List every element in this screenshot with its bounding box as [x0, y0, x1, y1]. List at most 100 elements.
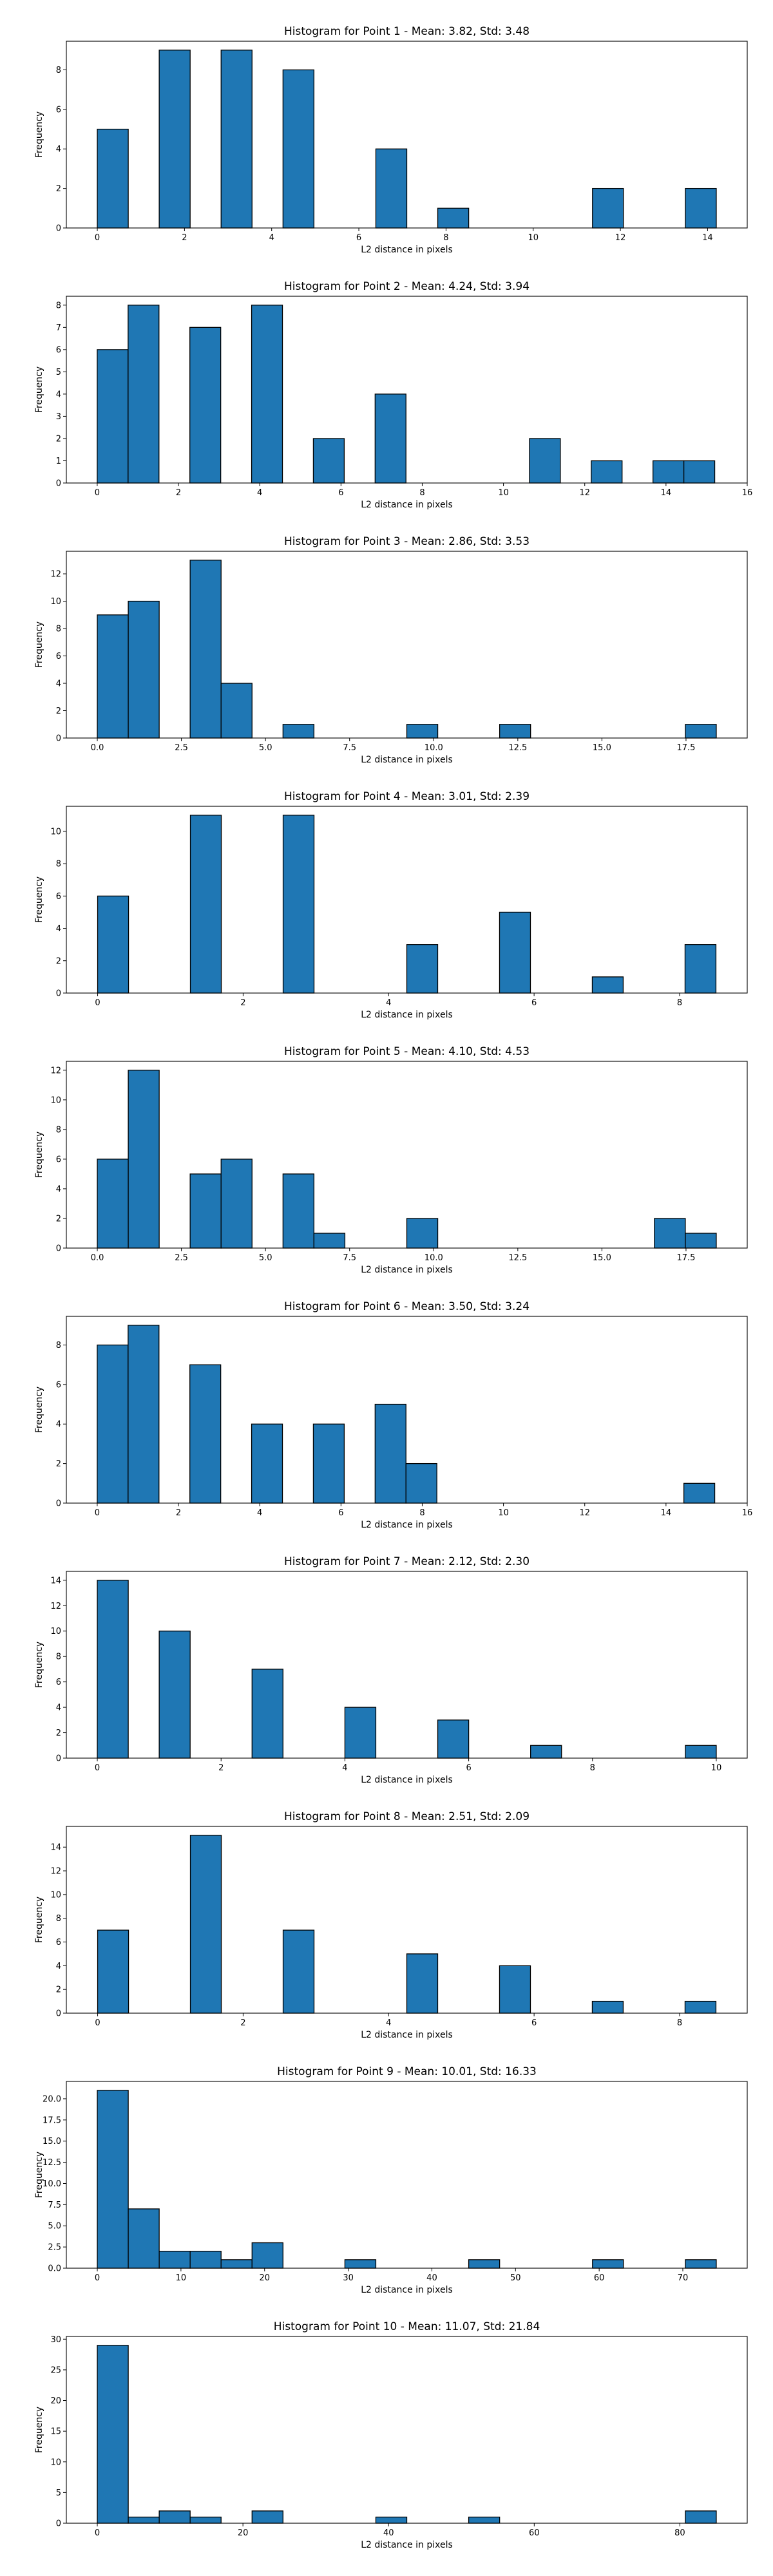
y-tick-label: 6: [56, 345, 61, 355]
x-tick-label: 2: [218, 1763, 224, 1773]
histogram-bar: [313, 1233, 346, 1249]
histogram-bar: [406, 1953, 439, 2014]
histogram-bar: [685, 1233, 717, 1249]
x-tick-label: 10: [498, 488, 509, 498]
histogram-bar: [344, 2259, 377, 2269]
x-tick-label: 6: [356, 233, 361, 243]
y-axis-label: Frequency: [34, 366, 44, 413]
x-tick-label: 4: [257, 1508, 262, 1518]
histogram-bar: [282, 1929, 315, 2014]
y-axis-label: Frequency: [34, 1642, 44, 1688]
x-tick-label: 60: [594, 2273, 605, 2283]
histogram-bar: [374, 393, 406, 484]
histogram-bar: [591, 460, 623, 484]
histogram-bar: [437, 207, 470, 229]
x-tick-label: 2: [182, 233, 187, 243]
x-tick-label: 5.0: [259, 1253, 272, 1263]
x-tick-label: 10: [176, 2273, 187, 2283]
histogram-bar: [683, 1482, 716, 1504]
x-tick-label: 8: [677, 2018, 682, 2028]
histogram-bar: [684, 2000, 717, 2014]
x-tick-label: 14: [702, 233, 713, 243]
chart-title: Histogram for Point 3 - Mean: 2.86, Std:…: [284, 535, 530, 548]
x-tick-label: 4: [386, 2018, 391, 2028]
histogram-bar: [97, 128, 129, 229]
y-tick-label: 3: [56, 412, 61, 422]
x-tick-label: 14: [661, 488, 672, 498]
histogram-bar: [189, 2251, 222, 2269]
x-tick-label: 6: [466, 1763, 471, 1773]
histogram-bar: [406, 944, 439, 994]
x-tick-label: 15.0: [593, 1253, 611, 1263]
y-tick-label: 0: [56, 1499, 61, 1509]
chart-panel-3: 0.0 2.5 5.0 7.5 10.0 12.5 15.0 17.5 0 2 4 6 8 10 12 His…: [34, 535, 748, 765]
axes-frame: [66, 1061, 748, 1249]
y-tick-label: 10: [50, 1095, 61, 1105]
chart-title: Histogram for Point 8 - Mean: 2.51, Std:…: [284, 1810, 530, 1823]
x-tick-label: 6: [338, 1508, 343, 1518]
chart-panel-4: 0 2 4 6 8 0 2 4 6 8 10 Histogram for Point 4 - Mean…: [34, 790, 748, 1020]
x-tick-label: 0.0: [91, 743, 104, 753]
y-axis-label: Frequency: [34, 2407, 44, 2453]
y-tick-label: 2: [56, 956, 61, 966]
histogram-bar: [189, 1364, 222, 1504]
x-tick-label: 8: [590, 1763, 595, 1773]
histogram-bar: [685, 2259, 717, 2269]
chart-title: Histogram for Point 7 - Mean: 2.12, Std:…: [284, 1555, 530, 1568]
x-tick-label: 10: [498, 1508, 509, 1518]
y-tick-label: 30: [50, 2335, 61, 2345]
histogram-bar: [685, 1745, 717, 1759]
chart-title: Histogram for Point 9 - Mean: 10.01, Std…: [277, 2065, 537, 2078]
y-tick-label: 10: [50, 1627, 61, 1636]
histogram-bar: [530, 1745, 562, 1759]
y-tick-label: 10.0: [43, 2179, 61, 2189]
histogram-bar: [251, 1423, 283, 1504]
histogram-bar: [406, 724, 439, 739]
axes-frame: [66, 2336, 748, 2524]
x-tick-label: 0: [95, 233, 100, 243]
histogram-bar: [97, 349, 129, 484]
x-tick-label: 2: [240, 2018, 245, 2028]
y-tick-label: 0.0: [48, 2264, 61, 2274]
y-tick-label: 4: [56, 390, 61, 399]
x-axis-label: L2 distance in pixels: [361, 2030, 453, 2040]
y-tick-label: 6: [56, 1938, 61, 1947]
chart-panel-7: 0 2 4 6 8 10 0 2 4 6 8 10 12 14 Histogram for Point 7 …: [34, 1555, 748, 1785]
histogram-bar: [158, 1631, 191, 1759]
histogram-bar: [189, 327, 222, 484]
histogram-bar: [499, 724, 531, 739]
y-tick-label: 15: [50, 2427, 61, 2437]
histogram-bar: [220, 2259, 253, 2269]
x-tick-label: 10: [711, 1763, 722, 1773]
y-tick-label: 2: [56, 1728, 61, 1738]
chart-title: Histogram for Point 2 - Mean: 4.24, Std:…: [284, 280, 530, 293]
histogram-bar: [128, 600, 160, 739]
y-tick-label: 6: [56, 105, 61, 115]
x-axis-label: L2 distance in pixels: [361, 2540, 453, 2550]
histogram-bar: [683, 460, 716, 484]
y-tick-label: 2: [56, 706, 61, 716]
histogram-bar: [592, 2259, 624, 2269]
y-tick-label: 6: [56, 652, 61, 661]
y-tick-label: 8: [56, 301, 61, 310]
chart-panel-1: 0 2 4 6 8 10 12 14 0 2 4 6 8 Histogram for Point 1 - …: [34, 25, 748, 255]
y-tick-label: 7.5: [48, 2201, 61, 2210]
x-tick-label: 0: [95, 998, 100, 1008]
x-tick-label: 50: [510, 2273, 521, 2283]
histogram-bar: [684, 944, 717, 994]
x-tick-label: 30: [343, 2273, 354, 2283]
x-tick-label: 10: [528, 233, 539, 243]
y-tick-label: 0: [56, 989, 61, 999]
y-tick-label: 2: [56, 1459, 61, 1469]
histogram-bar: [189, 560, 222, 739]
y-tick-label: 4: [56, 924, 61, 934]
chart-title: Histogram for Point 10 - Mean: 11.07, St…: [274, 2320, 540, 2333]
y-tick-label: 2.5: [48, 2243, 61, 2253]
histogram-bar: [405, 1463, 437, 1504]
y-tick-label: 14: [50, 1576, 61, 1586]
x-tick-label: 7.5: [343, 1253, 356, 1263]
y-tick-label: 8: [56, 1653, 61, 1662]
chart-panel-5: 0.0 2.5 5.0 7.5 10.0 12.5 15.0 17.5 0 2 4 6 8 10 12 His…: [34, 1045, 748, 1275]
x-tick-label: 6: [531, 2018, 537, 2028]
